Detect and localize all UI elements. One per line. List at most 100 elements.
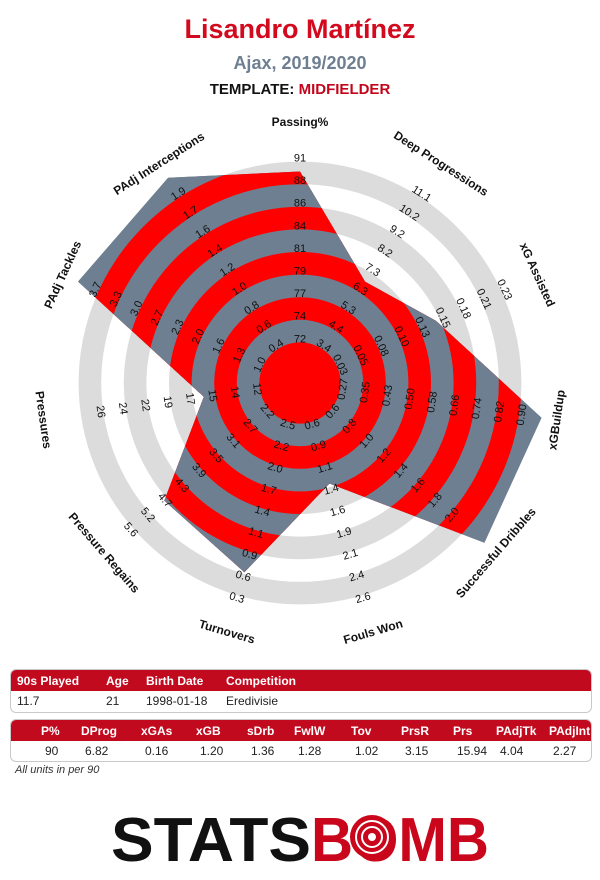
stats-header-cell: PAdjInt <box>549 724 591 738</box>
team-season: Ajax, 2019/2020 <box>233 53 367 73</box>
radar-tick-label: 0.82 <box>492 400 507 423</box>
radar-tick-label: 84 <box>294 220 306 232</box>
info-header-cell: Age <box>106 674 129 688</box>
radar-tick-label: 1.6 <box>210 337 227 356</box>
radar-tick-label: 2.3 <box>169 318 186 337</box>
radar-tick-label: 3.7 <box>87 280 104 299</box>
radar-tick-label: 26 <box>94 405 108 419</box>
radar-tick-label: 2.0 <box>190 327 207 346</box>
info-header-cell: Birth Date <box>146 674 204 688</box>
stats-value-cell: 90 <box>45 744 59 758</box>
radar-tick-label: 1.0 <box>252 355 269 374</box>
radar-polygon-rings <box>78 171 542 573</box>
stats-header-cell: P% <box>41 724 60 738</box>
radar-tick-label: 1.1 <box>247 525 265 541</box>
radar-tick-label: 0.27 <box>336 378 351 401</box>
radar-tick-label: 1.4 <box>253 504 271 520</box>
template-label: TEMPLATE: <box>209 81 295 98</box>
logo-stats-text: STATS <box>111 806 311 870</box>
template-line: TEMPLATE: MIDFIELDER <box>0 81 600 98</box>
radar-tick-label: 0.74 <box>470 397 485 420</box>
radar-polygon-center <box>282 365 318 401</box>
stats-value-cell: 3.15 <box>405 744 429 758</box>
stats-value-cell: 2.27 <box>553 744 577 758</box>
radar-tick-label: 0.3 <box>228 590 246 606</box>
stats-header-cell: PAdjTk <box>496 724 537 738</box>
bomb-target-icon <box>350 815 394 859</box>
stats-value-cell: 0.16 <box>145 744 169 758</box>
info-value-cell: 1998-01-18 <box>146 694 208 708</box>
radar-tick-label: 2.1 <box>341 547 359 563</box>
radar-tick-label: 2.6 <box>354 590 372 606</box>
radar-tick-label: 0.43 <box>380 384 395 407</box>
radar-tick-label: 24 <box>116 402 130 416</box>
radar-tick-label: 0.6 <box>234 569 252 585</box>
stats-value-cell: 1.28 <box>298 744 322 758</box>
radar-tick-label: 0.9 <box>310 438 328 454</box>
radar-tick-label: 1.4 <box>322 482 340 498</box>
stats-header-cell: PrsR <box>401 724 430 738</box>
stats-value-cell: 6.82 <box>85 744 109 758</box>
info-header-cell: Competition <box>226 674 296 688</box>
stats-table-header: P% DProg xGAs xGB sDrb FwlW Tov PrsR Prs PAdjTk PA… <box>11 720 591 741</box>
radar-tick-label: 1.1 <box>316 460 334 476</box>
info-value-cell: 11.7 <box>17 694 40 708</box>
radar-tick-label: 2.7 <box>149 308 166 327</box>
stats-header-cell: Tov <box>351 724 372 738</box>
radar-tick-label: 86 <box>294 198 306 210</box>
radar-tick-label: 0.90 <box>515 403 530 426</box>
info-table-row: 11.7 21 1998-01-18 Eredivisie <box>11 691 591 711</box>
stats-header-cell: DProg <box>81 724 117 738</box>
radar-axis-label: Passing% <box>272 115 329 129</box>
info-table: 90s Played Age Birth Date Competition 11… <box>10 669 592 713</box>
radar-tick-label: 72 <box>294 333 306 345</box>
radar-tick-label: 15 <box>205 389 219 403</box>
stats-header-cell: xGAs <box>141 724 173 738</box>
stats-header-cell: Prs <box>453 724 473 738</box>
radar-tick-label: 2.2 <box>272 438 290 454</box>
stats-value-cell: 1.36 <box>251 744 275 758</box>
info-value-cell: Eredivisie <box>226 694 279 708</box>
radar-tick-label: 74 <box>294 311 306 323</box>
radar-chart: 727477798184868891Passing%3.44.45.36.37.… <box>32 115 568 645</box>
radar-tick-label: 17 <box>183 392 197 406</box>
stats-header-cell: sDrb <box>247 724 275 738</box>
radar-tick-label: 22 <box>138 398 152 412</box>
radar-tick-label: 2.4 <box>348 569 366 585</box>
stats-value-cell: 15.94 <box>457 744 488 758</box>
radar-tick-label: 91 <box>294 153 306 165</box>
logo-bomb-text: BOMB <box>311 806 489 870</box>
radar-tick-label: 1.6 <box>329 504 347 520</box>
stats-table: P% DProg xGAs xGB sDrb FwlW Tov PrsR Prs PAdjTk PA… <box>10 719 592 762</box>
radar-tick-label: 2.0 <box>266 460 284 476</box>
radar-tick-label: 0.35 <box>358 381 373 404</box>
radar-tick-label: 81 <box>294 243 306 255</box>
stats-value-cell: 1.20 <box>200 744 224 758</box>
info-header-cell: 90s Played <box>17 674 80 688</box>
radar-tick-label: 1.9 <box>335 525 353 541</box>
radar-tick-label: 14 <box>228 385 242 399</box>
stats-table-row: 90 6.82 0.16 1.20 1.36 1.28 1.02 3.15 15.94 4.04 2… <box>11 741 591 761</box>
template-value: MIDFIELDER <box>298 81 391 98</box>
radar-tick-label: 0.66 <box>447 394 462 417</box>
radar-tick-label: 0.50 <box>403 387 418 410</box>
radar-tick-label: 1.7 <box>260 482 278 498</box>
radar-tick-label: 88 <box>294 175 306 187</box>
player-name: Lisandro Martínez <box>184 14 416 44</box>
units-footnote: All units in per 90 <box>15 764 100 776</box>
radar-axis-label: xGBuildup <box>545 389 568 451</box>
info-value-cell: 21 <box>106 694 120 708</box>
radar-tick-label: 12 <box>250 382 264 396</box>
radar-tick-label: 1.3 <box>231 346 248 365</box>
radar-tick-label: 3.3 <box>108 290 125 309</box>
radar-tick-label: 0.58 <box>425 391 440 414</box>
radar-tick-label: 0.9 <box>240 547 258 563</box>
info-table-header: 90s Played Age Birth Date Competition <box>11 670 591 691</box>
radar-tick-label: 19 <box>161 395 175 409</box>
radar-axis-label: Pressures <box>32 390 54 450</box>
stats-header-cell: xGB <box>196 724 221 738</box>
radar-tick-label: 2.5 <box>279 417 297 433</box>
radar-tick-label: 79 <box>294 266 306 278</box>
stats-value-cell: 1.02 <box>355 744 379 758</box>
radar-tick-label: 77 <box>294 288 306 300</box>
